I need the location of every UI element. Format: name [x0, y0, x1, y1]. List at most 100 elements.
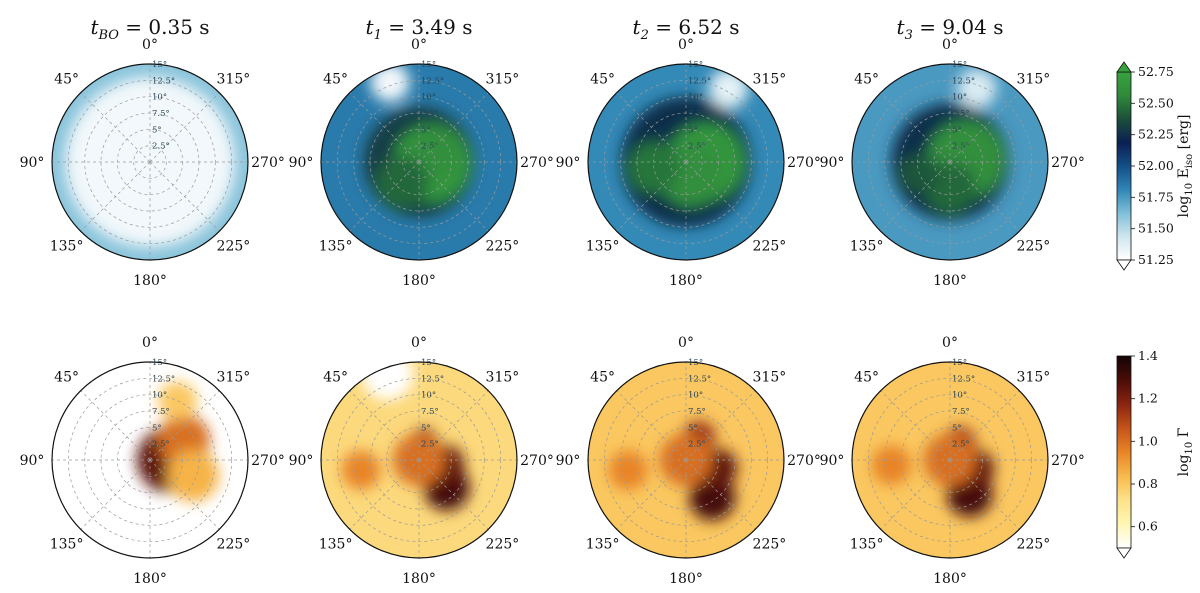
radial-tick-label: 15° — [421, 358, 436, 368]
angle-tick-label: 90° — [556, 155, 581, 171]
angle-tick-label: 90° — [556, 453, 581, 469]
polar-panel: 2.5° 5° 7.5° 10° 12.5° 15° 0° 45° 90° 135° 180° 225… — [820, 335, 1085, 587]
angle-tick-label: 270° — [787, 155, 821, 171]
angular-gridline — [418, 390, 489, 461]
angular-gridline — [685, 161, 756, 232]
radial-gridline — [867, 79, 1033, 245]
radial-tick-label: 12.5° — [688, 76, 711, 86]
colorbar-tick-label: 1.0 — [1138, 433, 1158, 448]
heat-region — [361, 362, 414, 401]
radial-tick-label: 5° — [952, 423, 962, 433]
angle-tick-label: 225° — [1017, 536, 1051, 552]
angle-tick-label: 315° — [217, 370, 251, 386]
radial-gridline — [133, 145, 167, 179]
radial-tick-label: 2.5° — [952, 142, 970, 152]
angle-tick-label: 270° — [1051, 453, 1085, 469]
radial-tick-label: 10° — [421, 391, 436, 401]
radial-tick-label: 10° — [421, 93, 436, 103]
radial-tick-label: 2.5° — [421, 440, 439, 450]
angle-tick-label: 45° — [854, 370, 879, 386]
angle-tick-label: 180° — [669, 273, 703, 289]
radial-tick-label: 2.5° — [421, 142, 439, 152]
radial-gridline — [603, 377, 769, 543]
radial-gridline — [620, 394, 752, 526]
heat-region — [957, 68, 997, 108]
heat-region — [409, 126, 463, 179]
colorbar-extend-min — [1116, 547, 1132, 559]
radial-tick-label: 15° — [688, 358, 703, 368]
panel-title: t1 = 3.49 s — [366, 15, 473, 43]
angle-tick-label: 0° — [942, 335, 958, 351]
radial-gridline — [84, 96, 216, 228]
colorbar-tick-label: 51.75 — [1138, 189, 1174, 204]
polar-panel: 2.5° 5° 7.5° 10° 12.5° 15° 0° 45° 90° 135° 180° 225… — [556, 335, 821, 587]
angular-gridline — [949, 390, 1020, 461]
panel-title: t2 = 6.52 s — [633, 15, 740, 43]
angular-gridline — [616, 390, 687, 461]
colorbar-label: log10 Γ̄ — [1176, 427, 1195, 476]
radial-gridline — [67, 377, 233, 543]
radial-tick-label: 12.5° — [152, 374, 175, 384]
radial-gridline — [402, 443, 436, 477]
radial-tick-label: 12.5° — [421, 76, 444, 86]
angle-tick-label: 135° — [319, 238, 353, 254]
polar-panel: 2.5° 5° 7.5° 10° 12.5° 15° 0° 45° 90° 135° 180° 225… — [289, 37, 554, 289]
angular-gridline — [616, 459, 687, 530]
radial-tick-label: 10° — [152, 93, 167, 103]
angular-gridline — [949, 92, 1020, 163]
angle-tick-label: 180° — [133, 273, 167, 289]
angle-tick-label: 135° — [319, 536, 353, 552]
radial-tick-label: 10° — [688, 93, 703, 103]
heat-region — [158, 381, 198, 421]
angle-tick-label: 90° — [20, 453, 45, 469]
angle-tick-label: 180° — [133, 571, 167, 587]
angle-tick-label: 45° — [54, 370, 79, 386]
angle-tick-label: 225° — [217, 536, 251, 552]
angle-tick-label: 315° — [486, 370, 520, 386]
colorbar-label: log10 Eiso [erg] — [1176, 115, 1195, 218]
angular-gridline — [418, 92, 489, 163]
radial-tick-label: 5° — [152, 423, 162, 433]
angular-gridline — [349, 459, 420, 530]
polar-frame — [320, 361, 518, 559]
radial-gridline — [933, 145, 967, 179]
colorbar-gradient — [1116, 71, 1132, 261]
radial-gridline — [603, 79, 769, 245]
angle-tick-label: 135° — [586, 238, 620, 254]
heat-region — [376, 155, 429, 209]
angle-tick-label: 0° — [942, 37, 958, 53]
angular-gridline — [80, 459, 151, 530]
polar-panel: 2.5° 5° 7.5° 10° 12.5° 15° 0° 45° 90° 135° 180° 225… — [20, 37, 285, 289]
angle-tick-label: 225° — [486, 536, 520, 552]
angle-tick-label: 45° — [323, 370, 348, 386]
radial-tick-label: 5° — [952, 125, 962, 135]
radial-tick-label: 5° — [688, 125, 698, 135]
angle-tick-label: 90° — [289, 155, 314, 171]
colorbar: 0.6 0.8 1.0 1.2 1.4 log10 Γ̄ — [1116, 348, 1195, 559]
angular-gridline — [149, 161, 220, 232]
angle-tick-label: 315° — [217, 72, 251, 88]
angle-tick-label: 180° — [402, 571, 436, 587]
angle-tick-label: 45° — [54, 72, 79, 88]
angle-tick-label: 225° — [753, 238, 787, 254]
polar-panel: 2.5° 5° 7.5° 10° 12.5° 15° 0° 45° 90° 135° 180° 225… — [820, 37, 1085, 289]
polar-frame — [851, 63, 1049, 261]
angle-tick-label: 135° — [850, 536, 884, 552]
angle-tick-label: 225° — [1017, 238, 1051, 254]
angle-tick-label: 90° — [289, 453, 314, 469]
radial-gridline — [669, 443, 703, 477]
angle-tick-label: 180° — [669, 571, 703, 587]
angular-gridline — [418, 161, 489, 232]
radial-tick-label: 7.5° — [952, 109, 970, 119]
radial-tick-label: 2.5° — [688, 142, 706, 152]
radial-tick-label: 7.5° — [688, 407, 706, 417]
radial-gridline — [669, 145, 703, 179]
colorbar-tick-label: 52.25 — [1138, 127, 1174, 142]
radial-tick-label: 15° — [152, 60, 167, 70]
radial-tick-label: 7.5° — [421, 109, 439, 119]
angle-tick-label: 270° — [251, 453, 285, 469]
angle-tick-label: 225° — [217, 238, 251, 254]
radial-tick-label: 15° — [952, 60, 967, 70]
angular-gridline — [949, 161, 1020, 232]
